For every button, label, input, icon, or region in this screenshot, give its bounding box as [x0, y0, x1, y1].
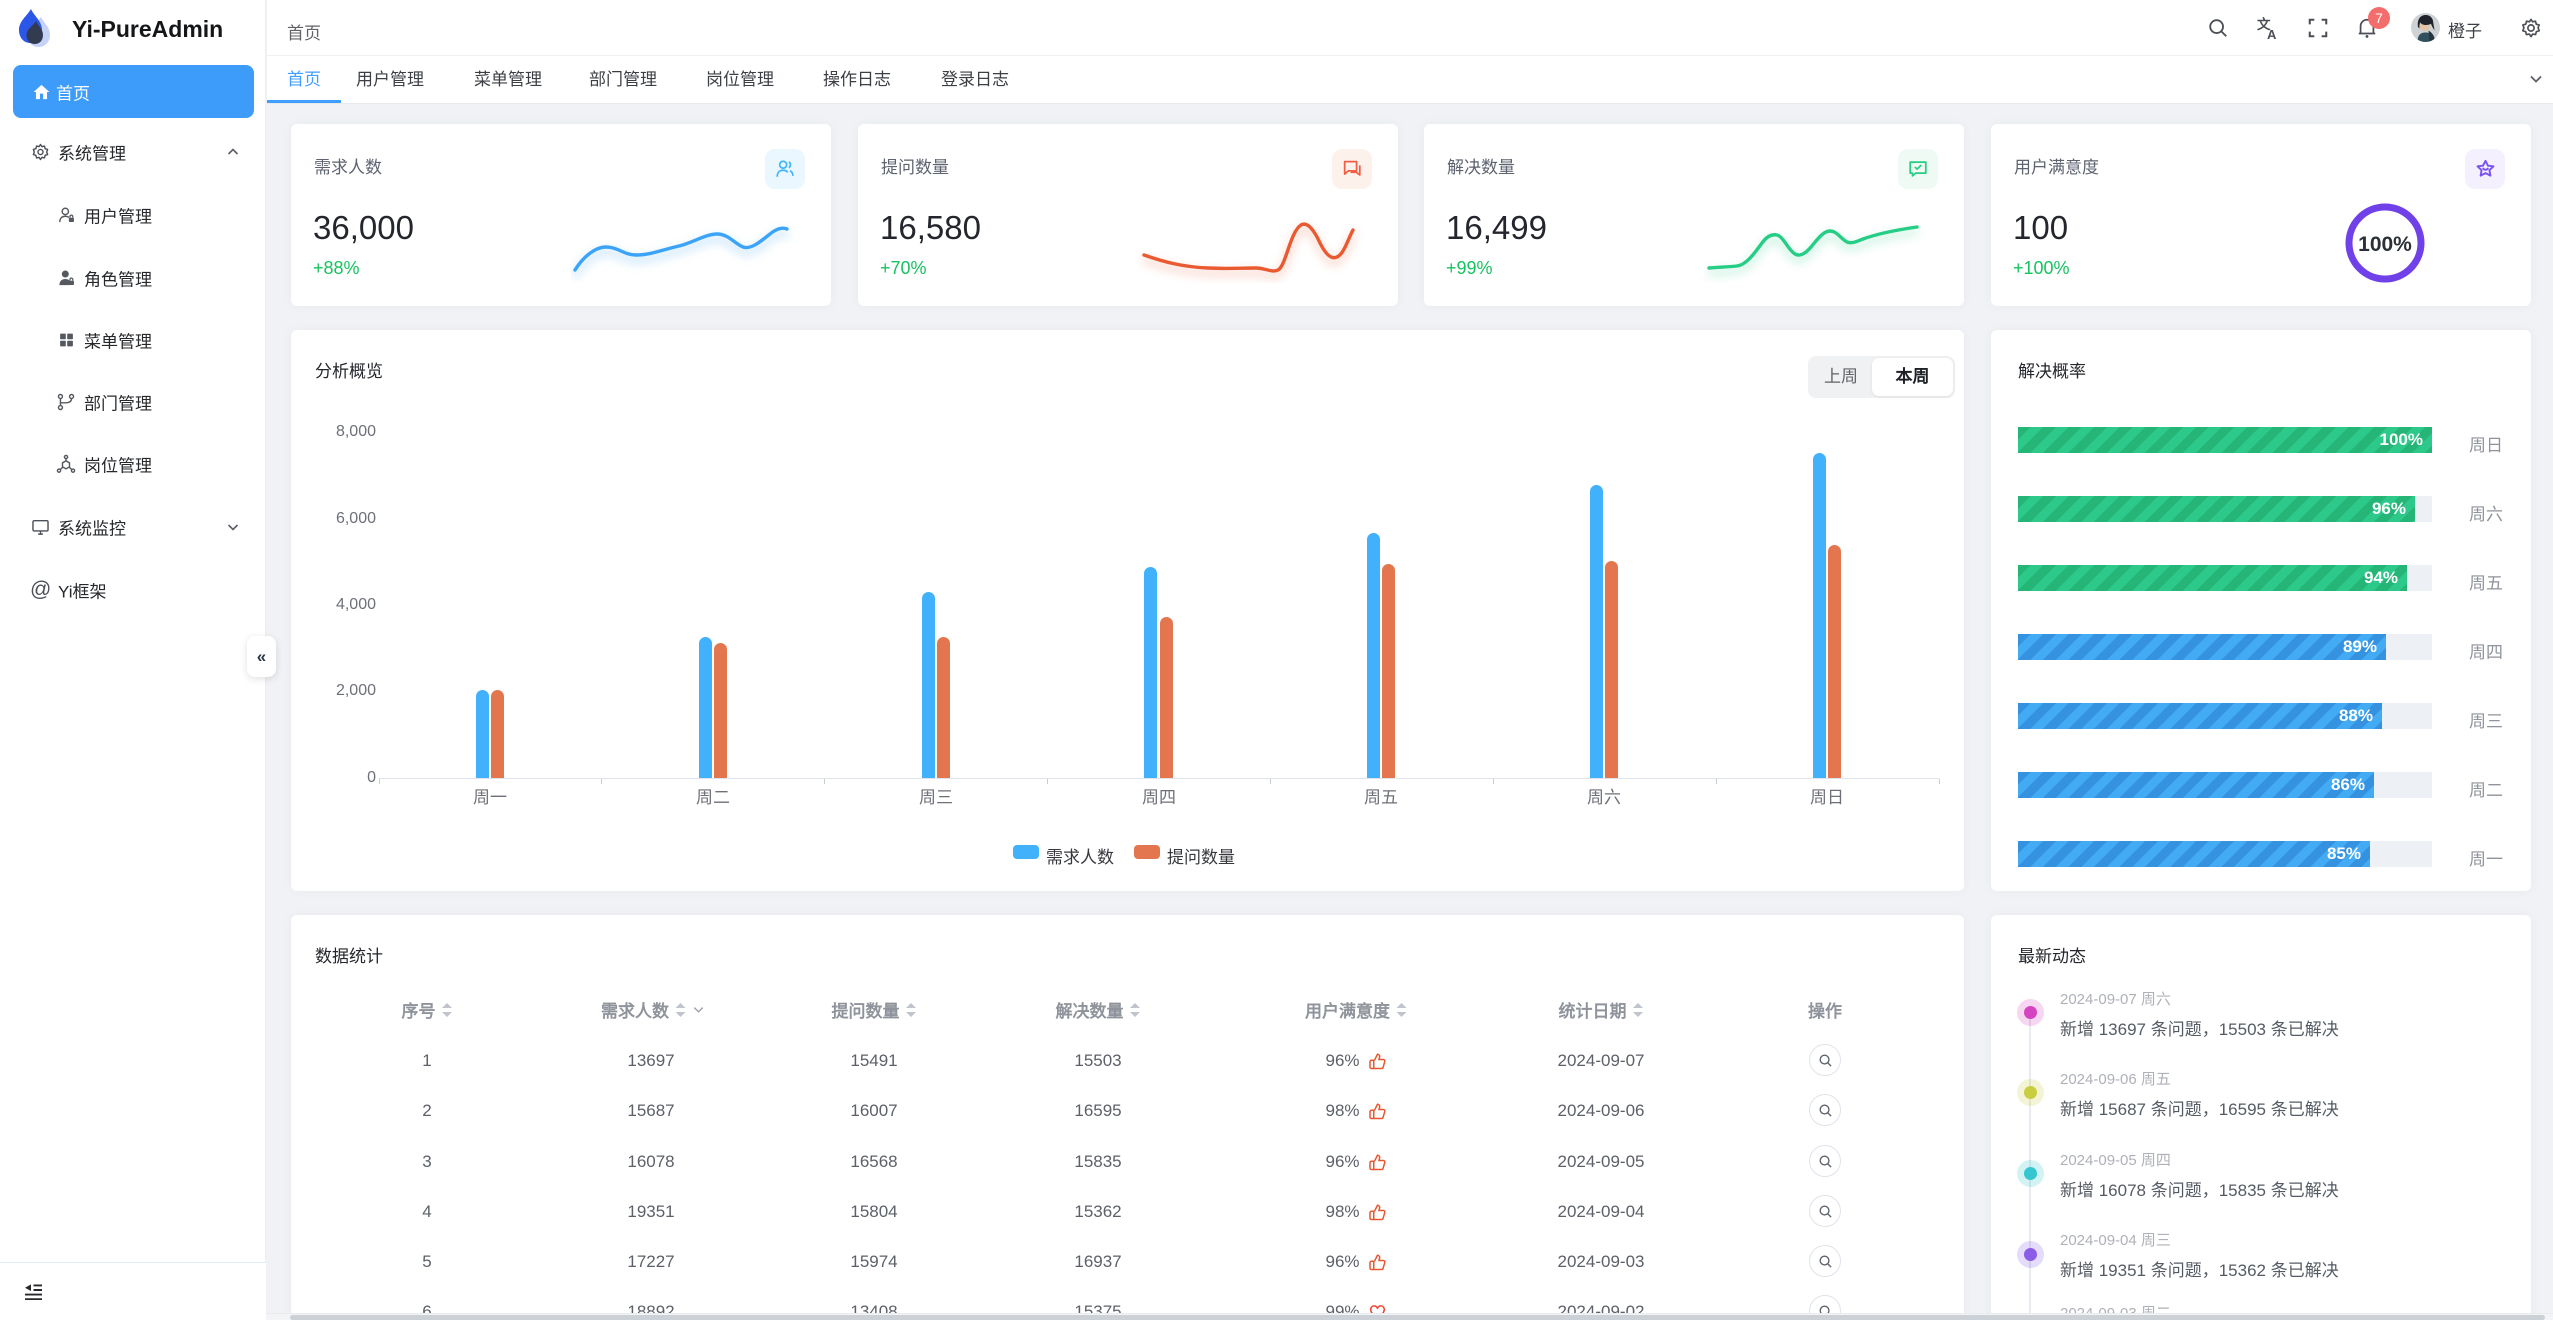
- svg-text:100%: 100%: [2358, 233, 2412, 256]
- svg-text:A: A: [2267, 27, 2277, 40]
- svg-text:文: 文: [2257, 16, 2271, 32]
